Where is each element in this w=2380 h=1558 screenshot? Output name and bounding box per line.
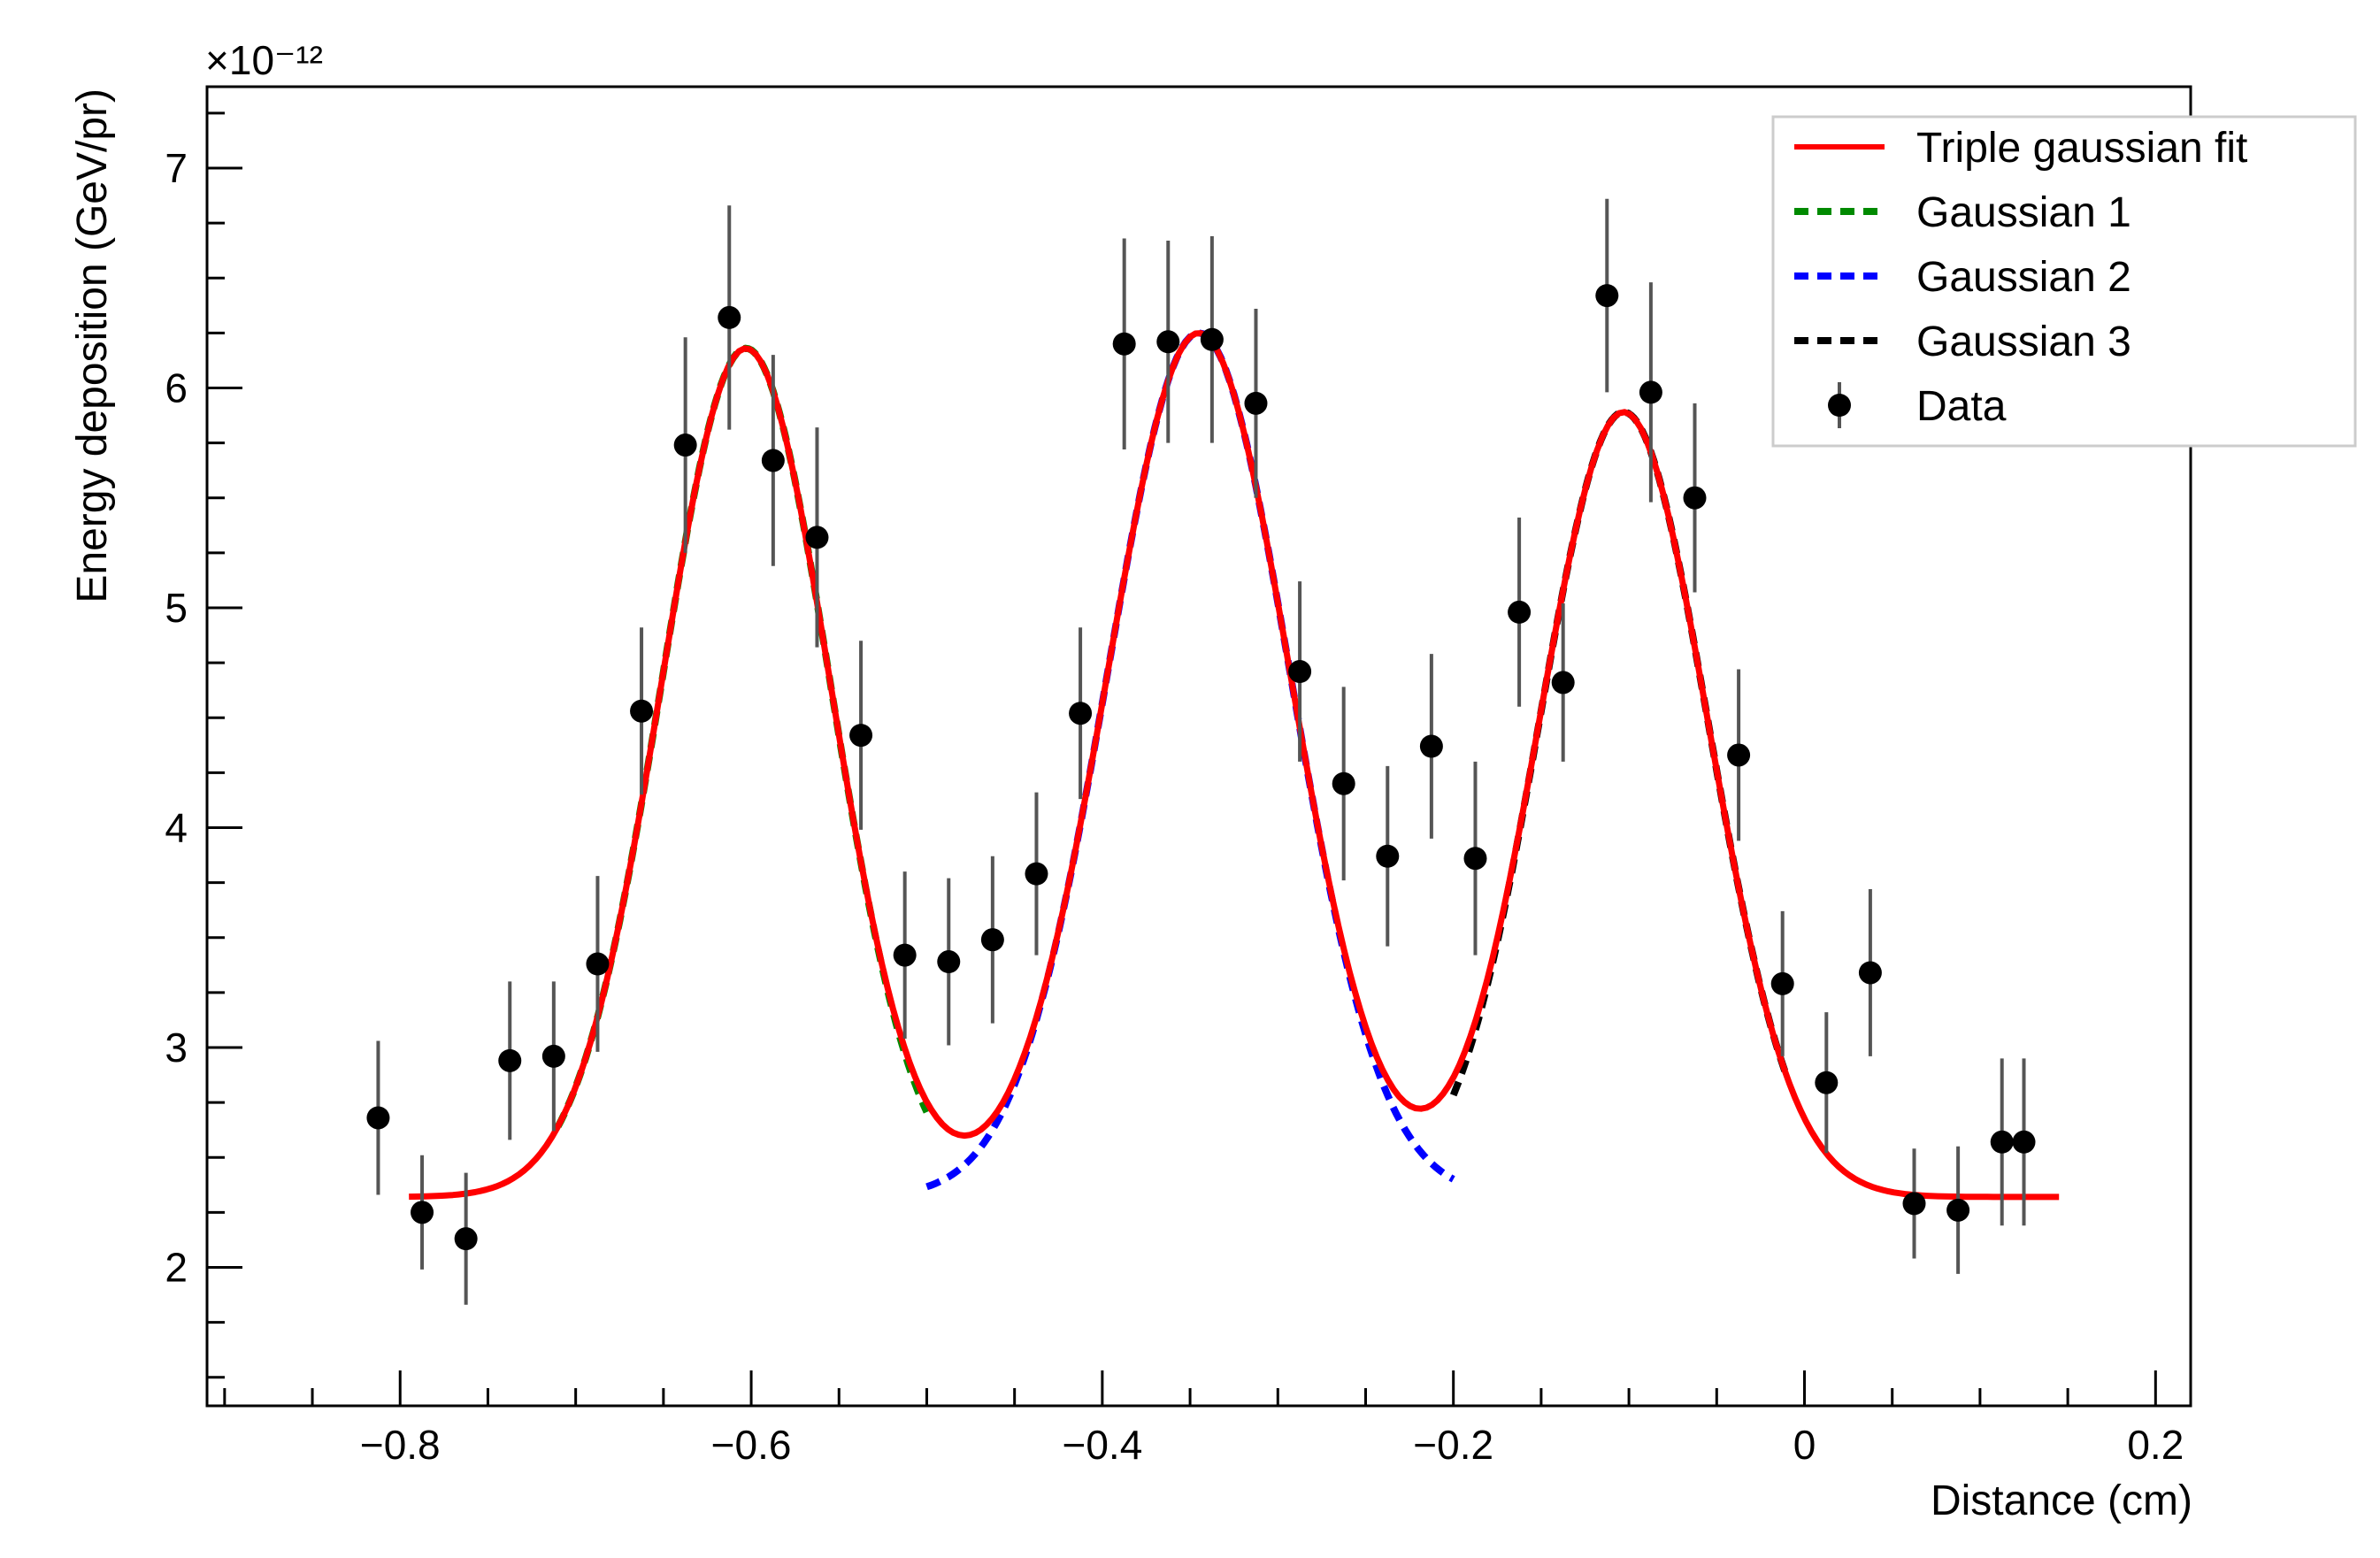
data-point — [630, 699, 654, 723]
data-point — [937, 950, 961, 974]
data-point — [1595, 284, 1619, 308]
x-tick-label: −0.2 — [1413, 1422, 1493, 1468]
data-point — [1112, 332, 1136, 356]
data-point — [498, 1048, 522, 1072]
data-point — [980, 928, 1004, 952]
data-point — [1946, 1198, 1970, 1222]
data-point — [1727, 743, 1751, 767]
tick-labels: −0.8 −0.6 −0.4 −0.2 0 0.2 2 3 4 5 6 7 — [165, 145, 2184, 1468]
legend: Triple gaussian fit Gaussian 1 Gaussian 2 G… — [1771, 115, 2357, 448]
y-exponent-label: ×10⁻¹² — [205, 37, 323, 83]
data-point — [411, 1201, 434, 1224]
x-tick-label: 0.2 — [2127, 1422, 2184, 1468]
data-point — [1815, 1071, 1839, 1094]
triple-gaussian-fit-curve — [409, 330, 2060, 1201]
x-tick-label: −0.8 — [360, 1422, 441, 1468]
data-point — [1508, 600, 1532, 624]
legend-label: Gaussian 3 — [1916, 319, 2131, 365]
data-point — [1376, 844, 1400, 868]
data-point — [893, 943, 917, 967]
axis-ticks — [207, 111, 2157, 1406]
data-point — [1156, 330, 1180, 354]
plot-frame — [205, 85, 2192, 1408]
y-tick-label: 2 — [165, 1244, 188, 1290]
data-point — [1683, 486, 1707, 510]
legend-swatch-data — [1828, 394, 1851, 417]
data-points — [366, 284, 2036, 1251]
data-point — [1990, 1130, 2014, 1154]
data-point — [1419, 734, 1443, 758]
data-point — [1463, 847, 1487, 871]
data-point — [2012, 1130, 2036, 1154]
data-point — [805, 526, 829, 549]
y-tick-label: 4 — [165, 804, 188, 850]
data-point — [849, 724, 873, 748]
data-point — [454, 1227, 478, 1251]
data-point — [673, 434, 697, 457]
y-tick-label: 7 — [165, 145, 188, 191]
data-point — [1069, 702, 1093, 725]
data-point — [366, 1106, 390, 1130]
legend-label: Data — [1916, 383, 2007, 430]
data-point — [541, 1044, 565, 1068]
data-point — [586, 952, 610, 976]
data-point — [1902, 1192, 1926, 1216]
data-point — [1200, 327, 1224, 351]
y-axis-title: Energy deposition (GeV/pr) — [69, 88, 116, 603]
legend-box — [1771, 115, 2357, 448]
fit-curve-group — [409, 330, 2060, 1201]
gaussian-components — [555, 329, 1791, 1191]
data-point — [1639, 380, 1662, 404]
y-tick-label: 5 — [165, 585, 188, 631]
y-tick-label: 3 — [165, 1025, 188, 1071]
y-tick-label: 6 — [165, 365, 188, 411]
data-point — [1332, 771, 1355, 795]
data-point — [1551, 671, 1575, 695]
data-point — [718, 305, 741, 329]
data-point — [1770, 971, 1794, 995]
x-tick-label: −0.6 — [711, 1422, 792, 1468]
data-point — [1288, 660, 1312, 684]
data-point — [761, 449, 785, 472]
data-point — [1025, 862, 1048, 886]
x-tick-label: 0 — [1793, 1422, 1816, 1468]
legend-label: Gaussian 2 — [1916, 254, 2131, 301]
data-point — [1858, 961, 1882, 985]
legend-label: Triple gaussian fit — [1916, 125, 2247, 172]
x-axis-title: Distance (cm) — [1931, 1477, 2192, 1524]
x-tick-label: −0.4 — [1062, 1422, 1142, 1468]
legend-label: Gaussian 1 — [1916, 189, 2131, 236]
data-point — [1244, 391, 1268, 415]
